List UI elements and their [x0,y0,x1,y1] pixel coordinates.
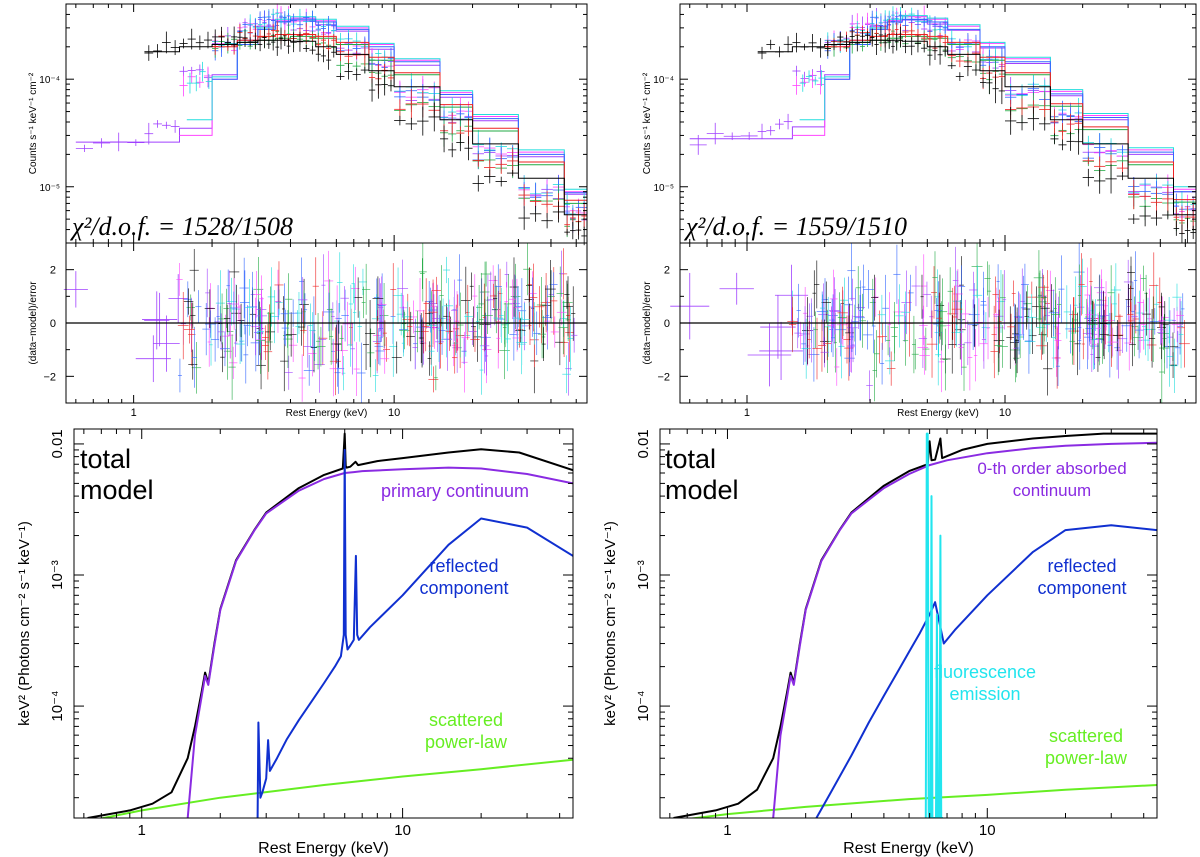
y-tick-label: 0.01 [49,429,66,458]
y-tick-label: 10⁻³ [49,560,66,590]
legend-label-scattered-power-law: scattered power-law [425,710,508,752]
x-axis-label: Rest Energy (keV) [843,840,974,857]
chi-square-annotation: χ²/d.o.f. = 1528/1508 [69,212,293,241]
y-axis-label: Counts s⁻¹ keV⁻¹ cm⁻² [642,72,653,174]
x-tick-label: 1 [744,407,750,419]
x-tick-label: 10 [388,407,400,419]
curve-scattered-power-law [98,758,573,818]
residual-panel [670,243,1190,403]
residual-panel [63,243,578,403]
legend-label-reflected-component: reflected component [419,556,508,598]
spectrum-panel [75,3,588,246]
model-step-purple [689,19,1197,213]
y-tick-label: 10⁻⁴ [653,75,674,86]
model-step-purple [75,20,588,215]
x-tick-label: 1 [131,407,137,419]
curve-primary-continuum [186,466,573,818]
model-step-black [144,39,588,232]
spectrum-panel [689,5,1197,244]
legend-label-total-model: total model [665,444,739,505]
y-tick-label: 2 [664,265,670,277]
x-tick-label: 10 [979,822,996,839]
y-tick-label: 0 [664,318,670,330]
y-axis-label: keV² (Photons cm⁻² s⁻¹ keV⁻¹) [16,521,33,726]
model-step-red [212,34,588,221]
curve-reflected-component [256,448,573,818]
x-tick-label: 10 [999,407,1011,419]
x-axis-label: Rest Energy (keV) [286,408,368,419]
curve-0-th-order-absorbed-continuum [772,441,1157,818]
curve-total-model [673,432,1157,818]
model-frame [73,428,574,819]
y-tick-label: 2 [50,265,56,277]
legend-label-0-th-order-absorbed-continuum: 0-th order absorbed continuum [977,459,1126,500]
y-axis-label: (data−model)/error [642,281,653,365]
y-axis-label: Counts s⁻¹ keV⁻¹ cm⁻² [28,72,39,174]
curve-fluorescence-emission [924,432,944,818]
y-tick-label: 10⁻⁴ [39,75,60,86]
curve-total-model [87,432,573,818]
y-tick-label: 10⁻³ [635,560,652,590]
y-tick-label: −2 [43,371,56,383]
curve-scattered-power-law [687,784,1157,818]
legend-label-primary-continuum: primary continuum [381,481,529,501]
model-step-black [757,39,1197,232]
x-axis-label: Rest Energy (keV) [897,408,979,419]
x-tick-label: 1 [138,822,146,839]
x-tick-label: 1 [723,822,731,839]
y-tick-label: −2 [657,371,670,383]
y-axis-label: keV² (Photons cm⁻² s⁻¹ keV⁻¹) [602,521,619,726]
x-tick-label: 10 [394,822,411,839]
legend-label-reflected-component: reflected component [1037,556,1126,598]
model-step-magenta [792,16,1197,210]
y-axis-label: (data−model)/error [28,281,39,365]
legend-label-total-model: total model [80,444,154,505]
legend-label-fluorescence-emission: fluorescence emission [934,662,1036,704]
chi-square-annotation: χ²/d.o.f. = 1559/1510 [683,212,907,241]
y-tick-label: 10⁻⁵ [39,183,60,194]
spectrum-frame [679,3,1197,244]
spectrum-frame [65,3,588,244]
y-tick-label: 10⁻⁵ [653,183,674,194]
x-axis-label: Rest Energy (keV) [258,840,389,857]
y-tick-label: 0 [50,318,56,330]
y-tick-label: 10⁻⁴ [635,691,652,722]
legend-label-scattered-power-law: scattered power-law [1045,726,1128,768]
y-tick-label: 0.01 [635,429,652,458]
model-frame [659,428,1158,819]
y-tick-label: 10⁻⁴ [49,691,66,722]
model-step-cyan [186,16,588,210]
